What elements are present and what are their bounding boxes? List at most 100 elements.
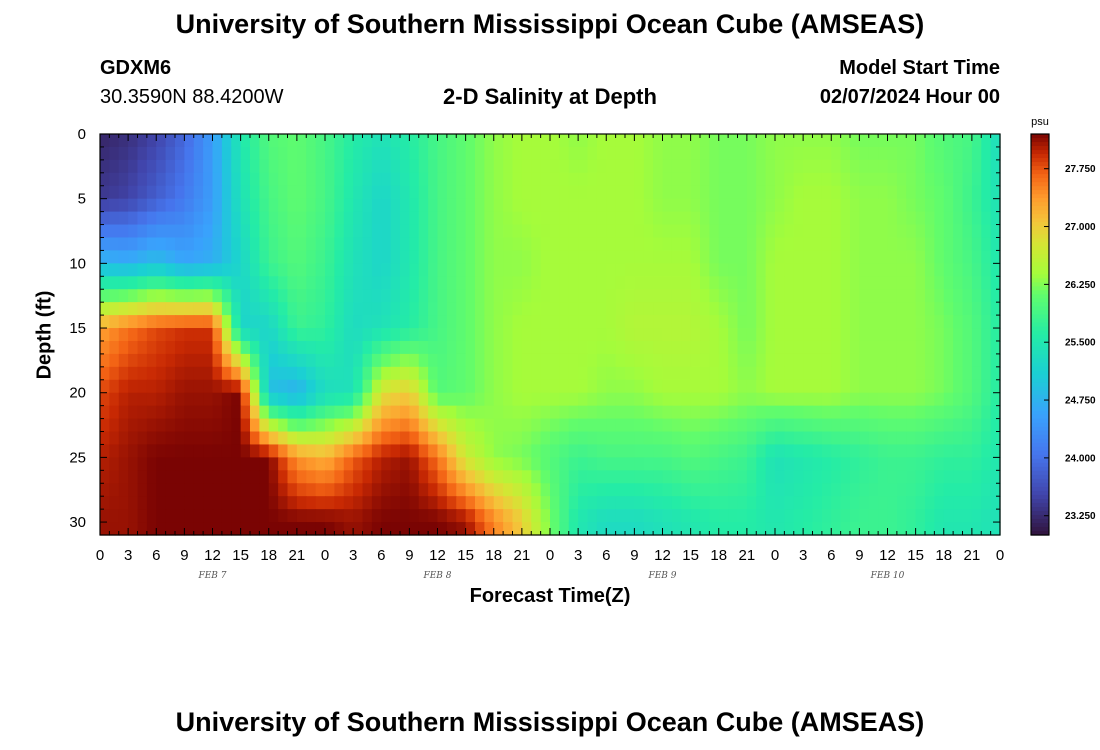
heatmap-cell bbox=[746, 250, 757, 264]
heatmap-cell bbox=[446, 159, 457, 174]
heatmap-cell bbox=[334, 198, 345, 213]
heatmap-cell bbox=[925, 198, 935, 213]
heatmap-cell bbox=[315, 224, 326, 239]
heatmap-cell bbox=[212, 340, 223, 355]
heatmap-cell bbox=[156, 366, 167, 381]
heatmap-cell bbox=[334, 211, 345, 226]
heatmap-cell bbox=[315, 444, 326, 458]
heatmap-cell bbox=[700, 457, 710, 471]
heatmap-cell bbox=[953, 496, 964, 510]
heatmap-cell bbox=[146, 289, 157, 303]
heatmap-cell bbox=[409, 250, 420, 264]
heatmap-cell bbox=[540, 276, 551, 290]
heatmap-cell bbox=[803, 185, 814, 200]
heatmap-cell bbox=[231, 146, 242, 161]
colorbar-tick-label: 27.000 bbox=[1065, 222, 1096, 233]
heatmap-cell bbox=[456, 172, 467, 187]
heatmap-cell bbox=[531, 185, 542, 200]
heatmap-cell bbox=[540, 159, 551, 174]
heatmap-cell bbox=[596, 431, 607, 446]
heatmap-cell bbox=[475, 263, 485, 277]
heatmap-cell bbox=[587, 366, 598, 381]
colorbar-segment bbox=[1031, 182, 1049, 187]
heatmap-cell bbox=[709, 496, 720, 510]
heatmap-cell bbox=[878, 250, 889, 264]
heatmap-cell bbox=[868, 457, 879, 471]
heatmap-cell bbox=[128, 211, 139, 226]
heatmap-cell bbox=[446, 146, 457, 161]
heatmap-cell bbox=[775, 172, 785, 187]
heatmap-cell bbox=[821, 250, 832, 264]
heatmap-cell bbox=[259, 522, 270, 536]
heatmap-cell bbox=[334, 315, 345, 329]
heatmap-cell bbox=[925, 509, 935, 523]
heatmap-cell bbox=[184, 146, 195, 161]
heatmap-cell bbox=[868, 146, 879, 161]
heatmap-cell bbox=[990, 522, 1001, 536]
heatmap-cell bbox=[259, 276, 270, 290]
heatmap-cell bbox=[446, 134, 457, 148]
heatmap-cell bbox=[184, 353, 195, 368]
heatmap-cell bbox=[156, 276, 167, 290]
heatmap-cell bbox=[381, 134, 392, 148]
heatmap-cell bbox=[700, 392, 710, 407]
heatmap-cell bbox=[193, 263, 204, 277]
heatmap-cell bbox=[137, 509, 148, 523]
heatmap-cell bbox=[615, 353, 626, 368]
heatmap-cell bbox=[840, 353, 851, 368]
heatmap-cell bbox=[503, 146, 514, 161]
heatmap-cell bbox=[681, 172, 692, 187]
colorbar-segment bbox=[1031, 422, 1049, 428]
heatmap-cell bbox=[840, 470, 851, 484]
heatmap-cell bbox=[550, 470, 560, 484]
heatmap-cell bbox=[315, 353, 326, 368]
heatmap-cell bbox=[718, 366, 729, 381]
heatmap-cell bbox=[793, 198, 804, 213]
heatmap-cell bbox=[746, 289, 757, 303]
heatmap-cell bbox=[887, 328, 898, 342]
heatmap-cell bbox=[100, 159, 110, 174]
heatmap-cell bbox=[737, 276, 748, 290]
heatmap-cell bbox=[259, 185, 270, 200]
heatmap-cell bbox=[596, 522, 607, 536]
heatmap-cell bbox=[540, 431, 551, 446]
heatmap-cell bbox=[203, 340, 214, 355]
heatmap-cell bbox=[906, 431, 917, 446]
heatmap-cell bbox=[221, 483, 232, 497]
heatmap-cell bbox=[146, 457, 157, 471]
colorbar-segment bbox=[1031, 510, 1049, 516]
heatmap-cell bbox=[606, 198, 617, 213]
heatmap-cell bbox=[606, 237, 617, 252]
heatmap-cell bbox=[531, 444, 542, 458]
heatmap-cell bbox=[925, 263, 935, 277]
heatmap-cell bbox=[925, 302, 935, 316]
heatmap-cell bbox=[353, 159, 364, 174]
heatmap-cell bbox=[728, 172, 739, 187]
heatmap-cell bbox=[456, 366, 467, 381]
colorbar-segment bbox=[1031, 526, 1049, 532]
heatmap-cell bbox=[540, 224, 551, 239]
heatmap-cell bbox=[100, 405, 110, 420]
heatmap-cell bbox=[296, 328, 307, 342]
heatmap-cell bbox=[737, 392, 748, 407]
heatmap-cell bbox=[784, 263, 795, 277]
heatmap-cell bbox=[615, 302, 626, 316]
heatmap-cell bbox=[681, 185, 692, 200]
heatmap-cell bbox=[371, 470, 382, 484]
heatmap-cell bbox=[578, 159, 589, 174]
heatmap-cell bbox=[981, 379, 992, 394]
heatmap-cell bbox=[934, 418, 945, 433]
heatmap-cell bbox=[775, 289, 785, 303]
heatmap-cell bbox=[625, 340, 635, 355]
heatmap-cell bbox=[587, 496, 598, 510]
heatmap-cell bbox=[915, 211, 926, 226]
heatmap-cell bbox=[334, 431, 345, 446]
heatmap-cell bbox=[700, 418, 710, 433]
heatmap-cell bbox=[175, 444, 185, 458]
heatmap-cell bbox=[634, 237, 645, 252]
heatmap-cell bbox=[353, 418, 364, 433]
heatmap-cell bbox=[681, 444, 692, 458]
heatmap-cell bbox=[962, 134, 973, 148]
heatmap-cell bbox=[465, 353, 476, 368]
heatmap-cell bbox=[625, 211, 635, 226]
